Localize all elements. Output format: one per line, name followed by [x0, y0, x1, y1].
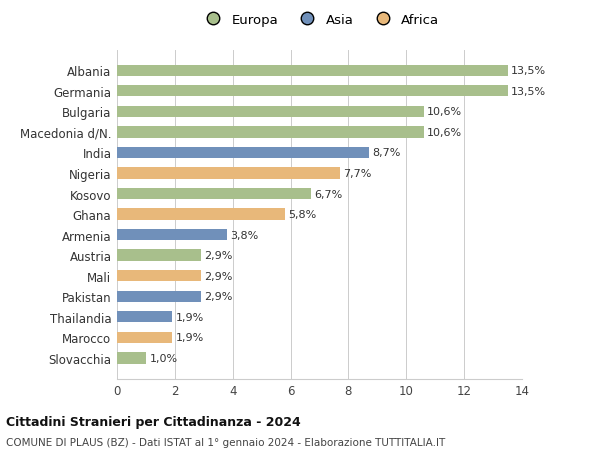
- Bar: [117, 291, 201, 302]
- Bar: [117, 86, 508, 97]
- Text: 1,0%: 1,0%: [149, 353, 178, 363]
- Text: 10,6%: 10,6%: [427, 128, 462, 138]
- Bar: [117, 332, 172, 343]
- Text: COMUNE DI PLAUS (BZ) - Dati ISTAT al 1° gennaio 2024 - Elaborazione TUTTITALIA.I: COMUNE DI PLAUS (BZ) - Dati ISTAT al 1° …: [6, 437, 445, 447]
- Text: 2,9%: 2,9%: [205, 251, 233, 261]
- Text: 6,7%: 6,7%: [314, 189, 343, 199]
- Bar: [117, 250, 201, 261]
- Text: Cittadini Stranieri per Cittadinanza - 2024: Cittadini Stranieri per Cittadinanza - 2…: [6, 415, 301, 428]
- Text: 13,5%: 13,5%: [511, 66, 546, 76]
- Text: 3,8%: 3,8%: [230, 230, 259, 240]
- Bar: [117, 127, 424, 138]
- Bar: [117, 230, 227, 241]
- Text: 13,5%: 13,5%: [511, 87, 546, 96]
- Text: 10,6%: 10,6%: [427, 107, 462, 117]
- Bar: [117, 65, 508, 77]
- Text: 1,9%: 1,9%: [175, 333, 203, 342]
- Text: 5,8%: 5,8%: [288, 210, 317, 219]
- Text: 2,9%: 2,9%: [205, 291, 233, 302]
- Text: 2,9%: 2,9%: [205, 271, 233, 281]
- Bar: [117, 353, 146, 364]
- Bar: [117, 189, 311, 200]
- Bar: [117, 106, 424, 118]
- Legend: Europa, Asia, Africa: Europa, Asia, Africa: [197, 11, 442, 29]
- Bar: [117, 147, 368, 159]
- Bar: [117, 209, 285, 220]
- Bar: [117, 270, 201, 282]
- Text: 7,7%: 7,7%: [343, 168, 371, 179]
- Bar: [117, 312, 172, 323]
- Bar: [117, 168, 340, 179]
- Text: 8,7%: 8,7%: [372, 148, 401, 158]
- Text: 1,9%: 1,9%: [175, 312, 203, 322]
